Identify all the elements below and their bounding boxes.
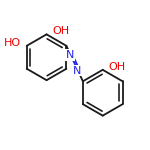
Text: HO: HO (4, 38, 21, 48)
Text: N: N (66, 50, 74, 60)
Text: OH: OH (109, 62, 126, 72)
Text: OH: OH (52, 26, 70, 36)
Text: N: N (73, 66, 82, 76)
